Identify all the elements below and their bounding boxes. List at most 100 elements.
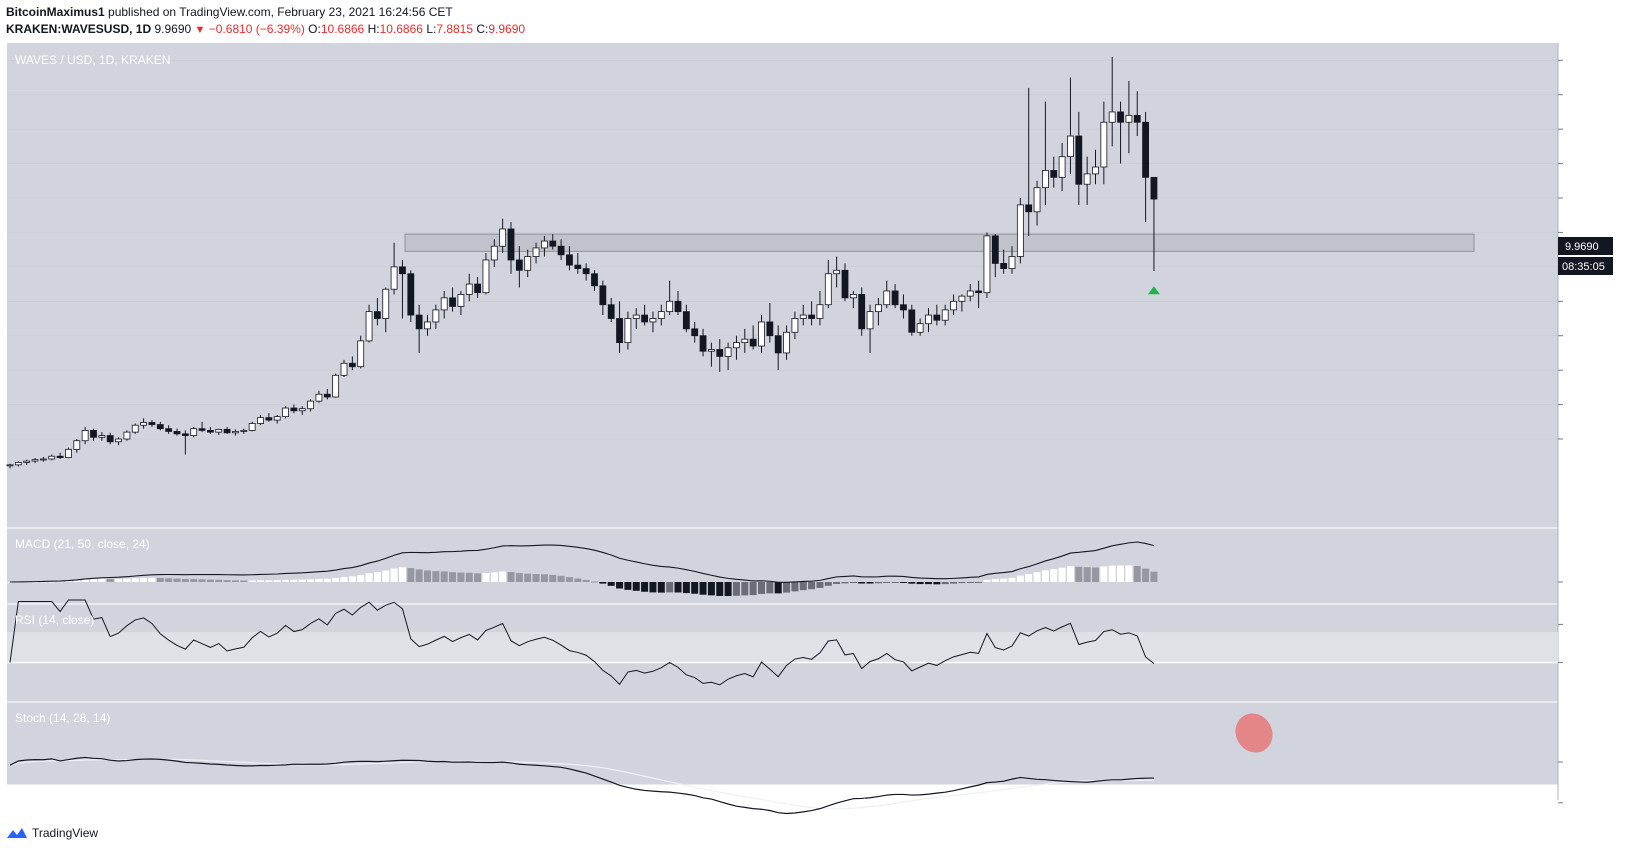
- low-label: L:: [426, 22, 437, 36]
- candle-body: [749, 338, 757, 347]
- close-label: C:: [476, 22, 489, 36]
- time-tick-label: 20: [939, 797, 951, 809]
- macd-histogram-bar: [666, 582, 674, 593]
- macd-histogram-bar: [332, 577, 340, 582]
- macd-histogram-bar: [791, 582, 799, 592]
- macd-histogram-bar: [991, 578, 999, 582]
- macd-histogram-bar: [474, 573, 482, 582]
- macd-histogram-bar: [181, 578, 189, 582]
- candle-body: [40, 458, 47, 461]
- candle-body: [123, 431, 131, 440]
- macd-histogram-bar: [1117, 565, 1125, 582]
- macd-histogram-bar: [215, 579, 223, 582]
- candle-body: [1125, 114, 1133, 123]
- macd-histogram-bar: [348, 576, 356, 582]
- candle-body: [223, 428, 231, 434]
- macd-histogram-bar: [758, 582, 765, 594]
- candle-body: [808, 314, 815, 319]
- price-tick-label: 13.0000: [1568, 90, 1608, 102]
- macd-histogram-bar: [265, 580, 273, 582]
- candle-body: [90, 430, 97, 438]
- candle-body: [849, 294, 857, 299]
- macd-histogram-bar: [290, 579, 298, 582]
- macd-histogram-bar: [749, 582, 757, 596]
- time-axis[interactable]: 12 21 Nov 16 Dec 14 23 2021 11 20 Feb 15 Mar 15: [37, 797, 1440, 809]
- macd-histogram-bar: [90, 579, 97, 582]
- macd-histogram-bar: [691, 582, 699, 594]
- candle-body: [232, 431, 239, 434]
- candle-body: [340, 362, 348, 376]
- macd-histogram-bar: [190, 579, 198, 582]
- candle-body: [799, 314, 807, 319]
- macd-histogram-bar: [1092, 567, 1099, 582]
- macd-pane: [6, 541, 1158, 597]
- time-tick-label: 15: [1428, 797, 1440, 809]
- candle-body: [682, 311, 690, 330]
- price-tick-label: 11.0000: [1568, 159, 1607, 171]
- macd-histogram-bar: [1083, 567, 1091, 582]
- price-tick-label: 14.0000: [1568, 55, 1608, 67]
- candle-body: [282, 407, 289, 418]
- macd-title: MACD (21, 50, close, 24): [15, 537, 150, 551]
- candle-body: [265, 417, 273, 421]
- price-tick-label: 5.0000: [1568, 365, 1602, 377]
- macd-histogram-bar: [465, 572, 473, 582]
- candle-body: [332, 374, 340, 398]
- macd-histogram-bar: [98, 578, 106, 582]
- macd-histogram-bar: [482, 572, 490, 582]
- macd-histogram-bar: [231, 580, 239, 582]
- candle-body: [758, 321, 765, 347]
- macd-histogram-bar: [858, 582, 866, 584]
- publisher-name[interactable]: BitcoinMaximus1: [6, 5, 105, 19]
- candle-body: [524, 256, 532, 271]
- resistance-zone: [404, 233, 1475, 252]
- candle-body: [724, 347, 732, 357]
- candle-body: [198, 428, 206, 431]
- candle-body: [115, 438, 122, 443]
- candle-body: [1100, 121, 1108, 168]
- last-price-tag-text: 9.9690: [1565, 241, 1599, 253]
- candle-body: [649, 318, 657, 323]
- candle-body: [582, 268, 590, 275]
- candle-body: [699, 335, 707, 352]
- candle-body: [190, 428, 198, 436]
- price-axis[interactable]: 3.00004.00005.00006.00007.00008.00009.00…: [1558, 55, 1608, 810]
- candle-body: [616, 318, 623, 344]
- tradingview-brand[interactable]: TradingView: [6, 826, 98, 840]
- macd-histogram-bar: [707, 582, 715, 596]
- price-tick-label: 10.0000: [1568, 193, 1608, 205]
- candle-body: [1025, 204, 1033, 213]
- candle-body: [257, 417, 264, 424]
- candle-body: [883, 290, 891, 306]
- macd-histogram-bar: [916, 582, 924, 585]
- time-tick-label: 15: [1175, 797, 1187, 809]
- candle-body: [357, 340, 365, 368]
- candle-body: [891, 290, 899, 306]
- candle-body: [1042, 170, 1049, 189]
- macd-histogram-bar: [449, 572, 457, 582]
- macd-histogram-bar: [908, 582, 916, 584]
- macd-histogram-bar: [741, 582, 749, 596]
- candle-body: [290, 407, 298, 412]
- open-value: 10.6866: [320, 22, 365, 36]
- macd-histogram-bar: [532, 574, 540, 582]
- macd-histogram-bar: [699, 582, 707, 595]
- macd-histogram-bar: [407, 568, 415, 582]
- candle-body: [206, 430, 214, 433]
- macd-histogram-bar: [799, 582, 807, 591]
- macd-histogram-bar: [582, 579, 590, 582]
- time-tick-label: 23: [687, 797, 699, 809]
- macd-histogram-bar: [891, 582, 899, 583]
- candle-body: [140, 422, 148, 426]
- time-tick-label: Feb: [1047, 797, 1066, 809]
- macd-histogram-bar: [824, 582, 832, 586]
- candle-body: [532, 247, 540, 257]
- candle-body: [624, 318, 632, 344]
- macd-histogram-bar: [599, 582, 607, 584]
- candle-body: [474, 283, 482, 294]
- candle-body: [708, 349, 715, 352]
- macd-histogram-bar: [1000, 578, 1008, 582]
- macd-histogram-bar: [874, 582, 882, 584]
- macd-histogram-bar: [1108, 565, 1116, 582]
